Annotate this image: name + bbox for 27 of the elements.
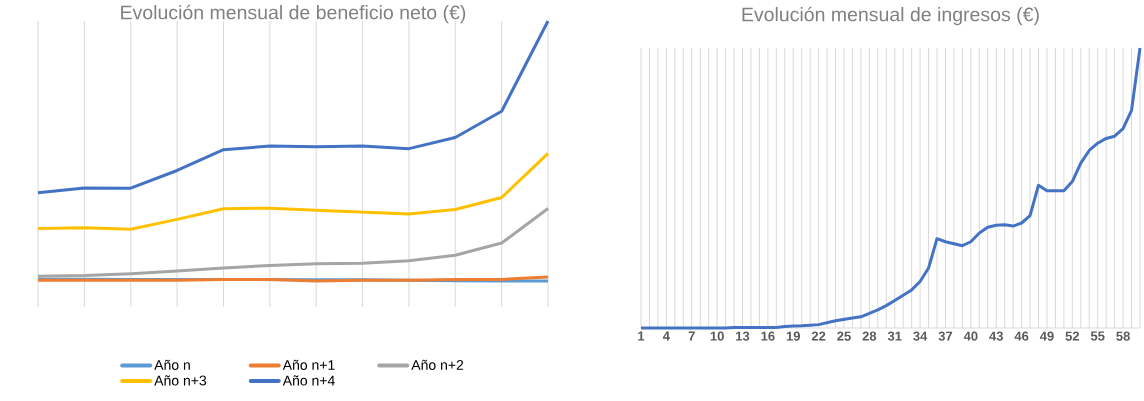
x-tick-label: 52 [1065, 331, 1080, 341]
x-tick-label: 37 [938, 331, 953, 341]
x-tick-label: 43 [989, 331, 1003, 341]
x-tick-label: 40 [963, 331, 978, 341]
legend-label: Año n [154, 359, 190, 370]
x-tick-label: 10 [710, 331, 724, 341]
x-tick-label: 34 [913, 331, 928, 341]
x-tick-label: 28 [862, 331, 877, 341]
x-tick-label: 31 [887, 331, 902, 341]
chart-title: Evolución mensual de beneficio neto (€) [121, 4, 466, 24]
x-tick-label: 19 [786, 331, 800, 341]
legend-label: Año n+2 [411, 359, 464, 370]
legend-label: Año n+3 [154, 375, 207, 386]
x-tick-label: 25 [837, 331, 851, 341]
x-tick-label: 55 [1090, 331, 1105, 341]
x-tick-label: 22 [811, 331, 826, 341]
x-tick-label: 4 [662, 331, 670, 341]
x-tick-label: 1 [638, 331, 645, 341]
chart-title: Evolución mensual de ingresos (€) [742, 6, 1039, 26]
x-tick-label: 49 [1039, 331, 1054, 341]
x-tick-label: 58 [1116, 331, 1130, 341]
legend-label: Año n+4 [282, 375, 335, 386]
x-tick-label: 16 [761, 331, 775, 341]
legend-label: Año n+1 [282, 359, 335, 370]
x-tick-label: 7 [688, 331, 695, 341]
x-tick-label: 13 [736, 331, 750, 341]
x-tick-label: 46 [1014, 331, 1029, 341]
